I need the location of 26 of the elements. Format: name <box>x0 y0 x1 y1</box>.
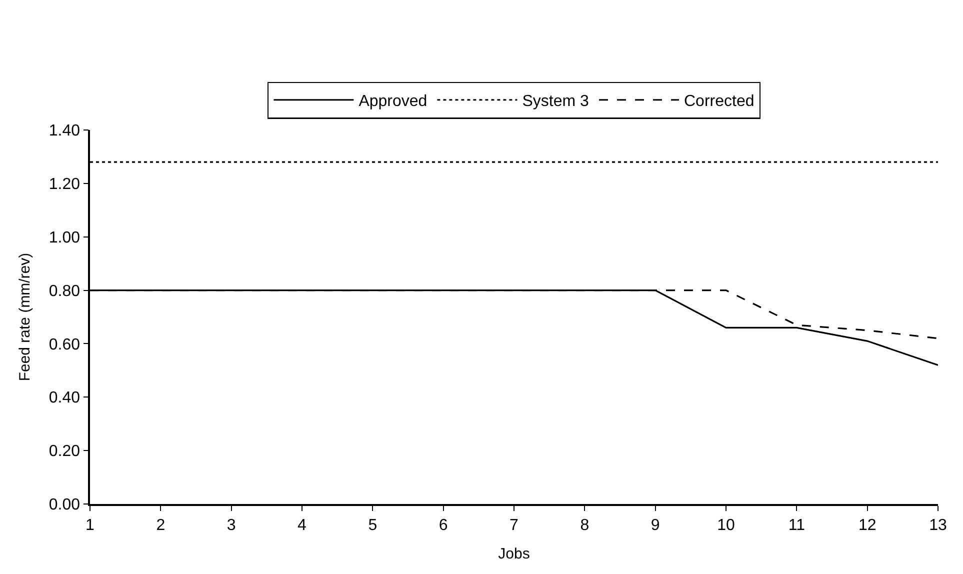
x-tick-label: 13 <box>929 516 947 534</box>
y-tick-label: 0.00 <box>48 496 80 514</box>
x-tick-label: 5 <box>368 516 378 534</box>
x-tick-label: 6 <box>438 516 448 534</box>
y-tick-label: 0.40 <box>48 390 80 407</box>
x-tick-label: 1 <box>86 516 95 534</box>
y-tick-label: 1.40 <box>48 122 80 140</box>
x-tick-label: 8 <box>580 516 590 534</box>
x-tick-label: 10 <box>717 516 735 534</box>
x-tick-label: 7 <box>510 516 519 534</box>
x-tick-label: 2 <box>156 516 166 534</box>
x-tick-label: 11 <box>788 516 806 534</box>
legend-label: Corrected <box>684 93 754 110</box>
y-tick-label: 1.20 <box>48 176 80 194</box>
x-tick-label: 12 <box>858 516 876 534</box>
text: System 3 <box>522 93 589 110</box>
y-tick-label: 0.60 <box>48 336 80 354</box>
x-tick-label: 4 <box>298 516 307 534</box>
x-axis-title: Jobs <box>498 545 530 562</box>
y-tick-label: 0.20 <box>48 443 80 460</box>
y-tick-label: 0.80 <box>48 282 80 300</box>
y-tick-label: 1.00 <box>48 229 80 246</box>
x-tick-label: 3 <box>226 516 236 534</box>
y-axis-title: Feed rate (mm/rev) <box>16 252 34 382</box>
legend-label: Approved <box>358 93 428 110</box>
x-tick-label: 9 <box>650 516 660 534</box>
